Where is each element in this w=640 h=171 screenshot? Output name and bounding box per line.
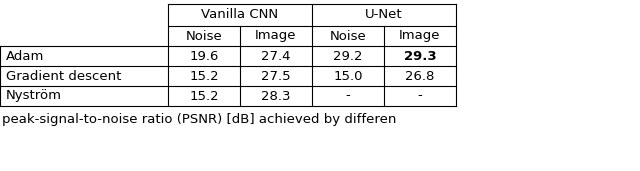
Text: Gradient descent: Gradient descent — [6, 69, 122, 82]
Text: 29.2: 29.2 — [333, 49, 363, 62]
Text: 28.3: 28.3 — [261, 89, 291, 102]
Text: 27.4: 27.4 — [261, 49, 291, 62]
Text: 26.8: 26.8 — [405, 69, 435, 82]
Text: -: - — [346, 89, 350, 102]
Text: 15.0: 15.0 — [333, 69, 363, 82]
Text: Nyström: Nyström — [6, 89, 62, 102]
Text: Vanilla CNN: Vanilla CNN — [202, 9, 278, 22]
Text: Image: Image — [255, 30, 297, 43]
Text: Image: Image — [399, 30, 441, 43]
Text: -: - — [418, 89, 422, 102]
Text: peak-signal-to-noise ratio (PSNR) [dB] achieved by differen: peak-signal-to-noise ratio (PSNR) [dB] a… — [2, 113, 396, 126]
Text: 27.5: 27.5 — [261, 69, 291, 82]
Text: U-Net: U-Net — [365, 9, 403, 22]
Text: 19.6: 19.6 — [189, 49, 219, 62]
Text: 15.2: 15.2 — [189, 69, 219, 82]
Text: Noise: Noise — [330, 30, 366, 43]
Text: Adam: Adam — [6, 49, 44, 62]
Text: 15.2: 15.2 — [189, 89, 219, 102]
Text: 29.3: 29.3 — [404, 49, 436, 62]
Text: Noise: Noise — [186, 30, 222, 43]
